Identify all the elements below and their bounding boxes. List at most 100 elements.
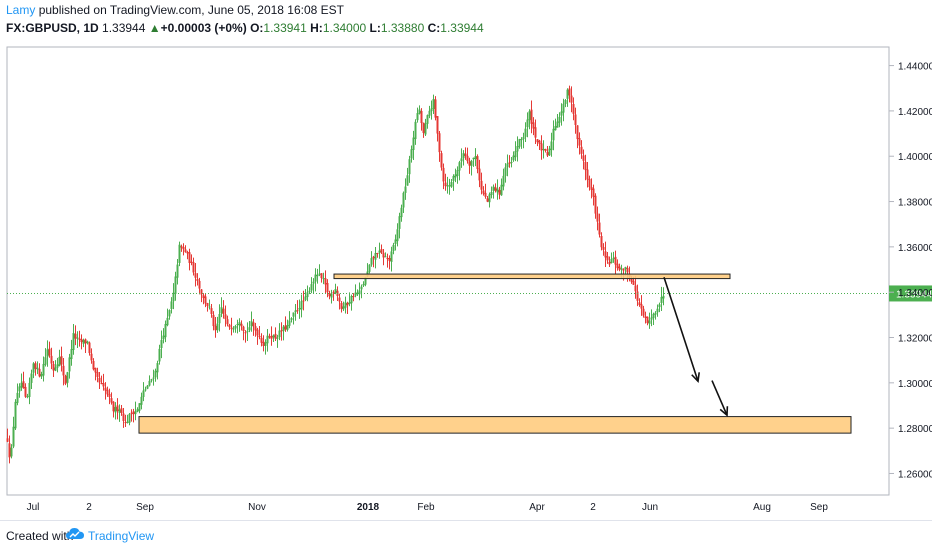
- candle-body: [80, 339, 83, 343]
- candle-body: [376, 252, 379, 254]
- candle-body: [526, 119, 529, 128]
- candle-body: [300, 301, 303, 310]
- candle-body: [354, 292, 357, 296]
- candle-body: [294, 310, 297, 313]
- candle-body: [592, 188, 595, 197]
- candle-body: [590, 187, 593, 190]
- candle-body: [426, 115, 429, 124]
- price-line-layer: 1.33944: [7, 285, 932, 302]
- candle-body: [564, 100, 567, 104]
- candle-body: [470, 160, 473, 166]
- candle-body: [632, 280, 635, 285]
- candle-body: [34, 363, 37, 369]
- candle-body: [226, 319, 229, 325]
- candle-body: [178, 244, 181, 263]
- candle-body: [90, 353, 93, 361]
- candle-body: [148, 380, 151, 386]
- x-axis: Jul 2 Sep Nov 2018 Feb Apr 2 Jun Aug Sep: [27, 502, 829, 513]
- candle-body: [262, 341, 265, 346]
- candle-body: [484, 192, 487, 197]
- last-price-tag-label: 1.33944: [896, 289, 932, 300]
- candle-body: [304, 296, 307, 300]
- candle-body: [452, 175, 455, 181]
- tradingview-brand[interactable]: TradingView: [88, 529, 155, 543]
- candle-body: [368, 264, 371, 272]
- candle-body: [554, 126, 557, 131]
- projection-arrow-line: [663, 276, 699, 382]
- candle-body: [506, 163, 509, 168]
- candle-body: [112, 401, 115, 412]
- candle-body: [476, 156, 479, 170]
- candle-body: [562, 103, 565, 113]
- candle-body: [228, 324, 231, 328]
- candle-body: [486, 198, 489, 202]
- candle-body: [386, 257, 389, 260]
- candle-body: [10, 447, 13, 457]
- candle-body: [192, 262, 195, 273]
- candle-body: [448, 185, 451, 187]
- candle-body: [318, 273, 321, 275]
- candle-body: [464, 153, 467, 157]
- candle-body: [392, 244, 395, 251]
- candle-body: [512, 155, 515, 161]
- candle-body: [212, 314, 215, 327]
- y-tick-label: 1.40000: [898, 152, 932, 163]
- candle-body: [488, 194, 491, 203]
- candle-body: [144, 389, 147, 391]
- candle-body: [574, 114, 577, 125]
- candle-body: [442, 167, 445, 182]
- candle-body: [406, 175, 409, 186]
- candle-body: [552, 128, 555, 141]
- x-tick-label: Aug: [753, 502, 771, 513]
- publish-line: Lamy published on TradingView.com, June …: [6, 3, 344, 17]
- candle-body: [396, 229, 399, 242]
- candle-body: [46, 349, 49, 357]
- candle-body: [38, 368, 41, 377]
- candle-body: [610, 259, 613, 264]
- candle-body: [460, 158, 463, 162]
- y-tick-label: 1.30000: [898, 379, 932, 390]
- candle-body: [266, 335, 269, 344]
- x-tick-label: 2: [590, 502, 596, 513]
- candle-body: [26, 396, 29, 398]
- x-tick-label: Sep: [136, 502, 154, 513]
- high-label: H:: [310, 21, 323, 35]
- candle-body: [494, 187, 497, 191]
- candle-body: [624, 267, 627, 269]
- candle-body: [394, 239, 397, 244]
- candle-body: [238, 322, 241, 326]
- candle-body: [418, 109, 421, 114]
- candle-body: [134, 411, 137, 415]
- candle-body: [154, 370, 157, 378]
- candle-body: [652, 313, 655, 318]
- candle-body: [118, 409, 121, 413]
- tradingview-cloud-icon[interactable]: [66, 527, 84, 541]
- candle-body: [222, 308, 225, 314]
- symbol-label[interactable]: FX:GBPUSD, 1D: [6, 21, 99, 35]
- candle-body: [152, 377, 155, 379]
- candle-body: [200, 289, 203, 295]
- candle-body: [504, 167, 507, 176]
- candle-body: [278, 330, 281, 338]
- candle-body: [412, 137, 415, 150]
- candle-body: [174, 276, 177, 294]
- author-link[interactable]: Lamy: [6, 3, 36, 17]
- candle-body: [164, 323, 167, 338]
- price-chart[interactable]: 1.33944 1.44000 1.42000 1.40000 1.38000 1.36…: [0, 0, 932, 520]
- candle-body: [388, 258, 391, 261]
- candle-body: [140, 396, 143, 405]
- publish-info: published on TradingView.com, June 05, 2…: [38, 3, 345, 17]
- candle-body: [370, 258, 373, 265]
- candle-body: [40, 374, 43, 377]
- y-tick-label: 1.38000: [898, 198, 932, 209]
- candle-body: [358, 290, 361, 295]
- candle-body: [288, 320, 291, 326]
- candle-body: [76, 337, 79, 339]
- candle-body: [378, 250, 381, 253]
- candle-body: [20, 382, 23, 388]
- x-tick-label: 2: [86, 502, 92, 513]
- candle-body: [642, 308, 645, 316]
- candle-body: [232, 328, 235, 330]
- candle-body: [398, 216, 401, 229]
- candle-body: [528, 111, 531, 121]
